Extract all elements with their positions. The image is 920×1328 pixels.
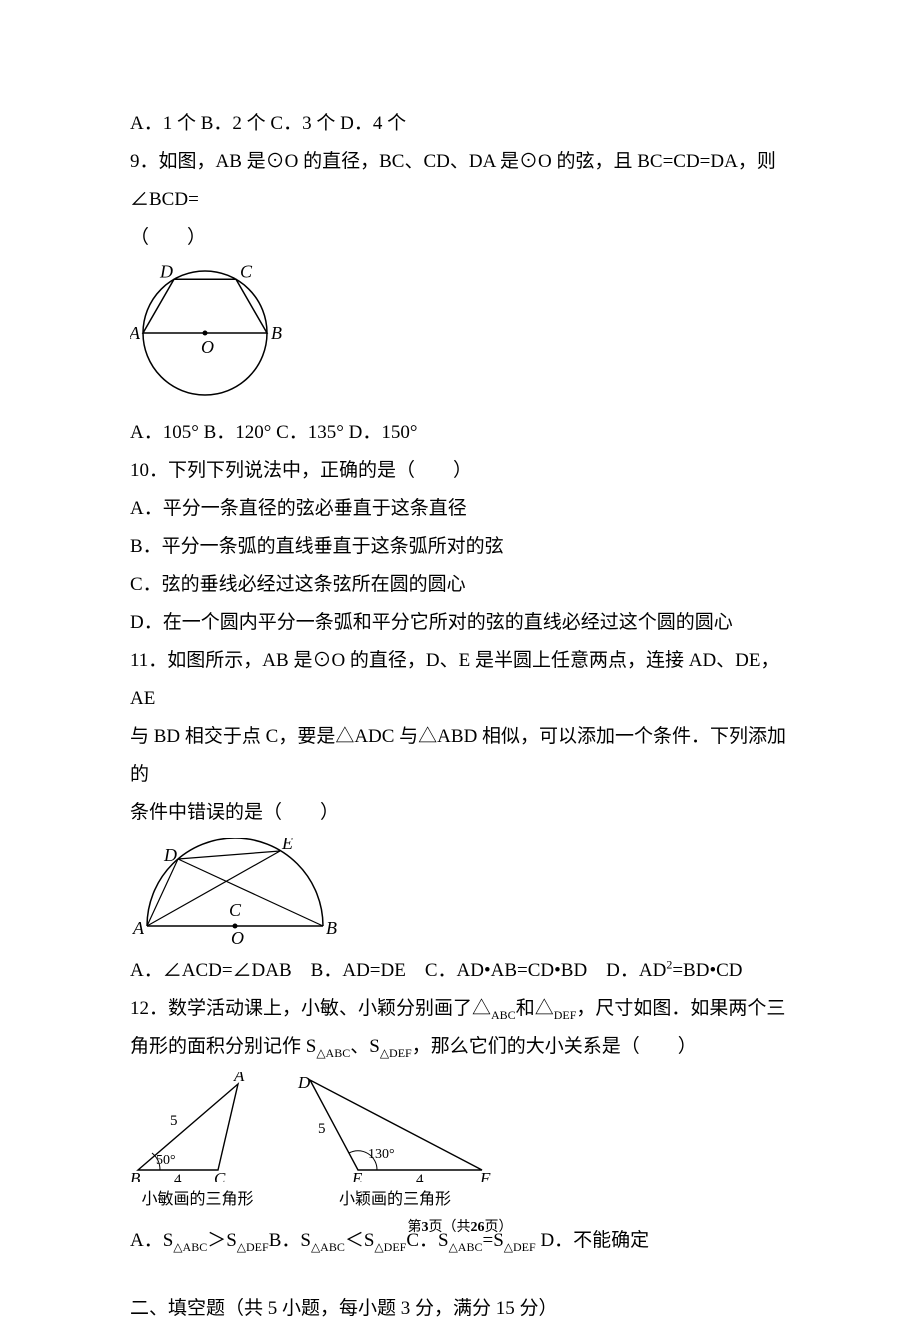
q12-fig-left-label: 小敏画的三角形 bbox=[130, 1184, 265, 1216]
q10-opt-d: D．在一个圆内平分一条弧和平分它所对的弦的直线必经过这个圆的圆心 bbox=[130, 604, 790, 642]
svg-text:O: O bbox=[231, 928, 244, 946]
q12-stem-line1: 12．数学活动课上，小敏、小颖分别画了△ABC和△DEF，尺寸如图．如果两个三 bbox=[130, 990, 790, 1028]
q10-stem: 10．下列下列说法中，正确的是（ ） bbox=[130, 452, 790, 490]
q8-opt-b: B．2 个 bbox=[201, 113, 266, 134]
q9-opt-c: C．135° bbox=[276, 422, 344, 443]
q11-opt-d: D．AD2=BD•CD bbox=[606, 960, 742, 981]
q8-opt-a: A．1 个 bbox=[130, 113, 196, 134]
q11-stem-line1: 11．如图所示，AB 是⊙O 的直径，D、E 是半圆上任意两点，连接 AD、DE… bbox=[130, 642, 790, 718]
svg-text:130°: 130° bbox=[368, 1147, 395, 1162]
q9-stem-line2: （ ） bbox=[130, 219, 790, 257]
q11-opt-a: A．∠ACD=∠DAB bbox=[130, 960, 292, 981]
svg-text:D: D bbox=[159, 263, 173, 281]
q10-opt-b: B．平分一条弧的直线垂直于这条弧所对的弦 bbox=[130, 528, 790, 566]
q11-stem-line3: 条件中错误的是（ ） bbox=[130, 794, 790, 832]
q10-opt-c: C．弦的垂线必经过这条弦所在圆的圆心 bbox=[130, 566, 790, 604]
q9-stem-line1: 9．如图，AB 是⊙O 的直径，BC、CD、DA 是⊙O 的弦，且 BC=CD=… bbox=[130, 143, 790, 219]
q8-opt-d: D．4 个 bbox=[340, 113, 406, 134]
svg-text:E: E bbox=[281, 838, 293, 853]
svg-text:C: C bbox=[214, 1169, 226, 1182]
svg-text:50°: 50° bbox=[156, 1153, 176, 1168]
q11-opt-b: B．AD=DE bbox=[311, 960, 406, 981]
svg-text:C: C bbox=[240, 263, 253, 281]
q9-options: A．105° B．120° C．135° D．150° bbox=[130, 414, 790, 452]
svg-text:B: B bbox=[130, 1169, 141, 1182]
q8-options: A．1 个 B．2 个 C．3 个 D．4 个 bbox=[130, 105, 790, 143]
q10-opt-a: A．平分一条直径的弦必垂直于这条直径 bbox=[130, 490, 790, 528]
svg-text:O: O bbox=[201, 337, 214, 357]
svg-text:4: 4 bbox=[174, 1172, 182, 1182]
svg-text:D: D bbox=[163, 845, 177, 865]
q11-options: A．∠ACD=∠DAB B．AD=DE C．AD•AB=CD•BD D．AD2=… bbox=[130, 952, 790, 990]
svg-text:A: A bbox=[233, 1072, 245, 1085]
q12-figure-left: B C A 5 4 50° 小敏画的三角形 bbox=[130, 1072, 265, 1216]
svg-text:5: 5 bbox=[170, 1113, 178, 1129]
q11-figure: O A B C D E bbox=[130, 838, 790, 946]
q11-opt-c: C．AD•AB=CD•BD bbox=[425, 960, 587, 981]
svg-text:C: C bbox=[229, 900, 242, 920]
q12-fig-right-label: 小颖画的三角形 bbox=[290, 1184, 500, 1216]
q8-opt-c: C．3 个 bbox=[270, 113, 335, 134]
q12-figures: B C A 5 4 50° 小敏画的三角形 D E F 5 4 130° 小颖画的三角形 bbox=[130, 1072, 790, 1216]
page-footer: 第3页（共26页） bbox=[0, 1214, 920, 1242]
svg-text:A: A bbox=[130, 323, 141, 343]
q11-stem-line2: 与 BD 相交于点 C，要是△ADC 与△ABD 相似，可以添加一个条件．下列添… bbox=[130, 718, 790, 794]
q9-opt-d: D．150° bbox=[349, 422, 418, 443]
svg-text:5: 5 bbox=[318, 1121, 326, 1137]
q9-opt-b: B．120° bbox=[204, 422, 272, 443]
svg-text:E: E bbox=[351, 1169, 363, 1182]
q12-figure-right: D E F 5 4 130° 小颖画的三角形 bbox=[290, 1072, 500, 1216]
svg-text:D: D bbox=[297, 1073, 311, 1092]
svg-text:4: 4 bbox=[416, 1172, 424, 1182]
section2-header: 二、填空题（共 5 小题，每小题 3 分，满分 15 分） bbox=[130, 1290, 790, 1328]
svg-text:F: F bbox=[479, 1169, 491, 1182]
q9-figure: O A B C D bbox=[130, 263, 790, 408]
q9-opt-a: A．105° bbox=[130, 422, 199, 443]
svg-text:B: B bbox=[326, 918, 337, 938]
svg-text:A: A bbox=[132, 918, 145, 938]
svg-text:B: B bbox=[271, 323, 282, 343]
q12-stem-line2: 角形的面积分别记作 S△ABC、S△DEF，那么它们的大小关系是（ ） bbox=[130, 1028, 790, 1066]
